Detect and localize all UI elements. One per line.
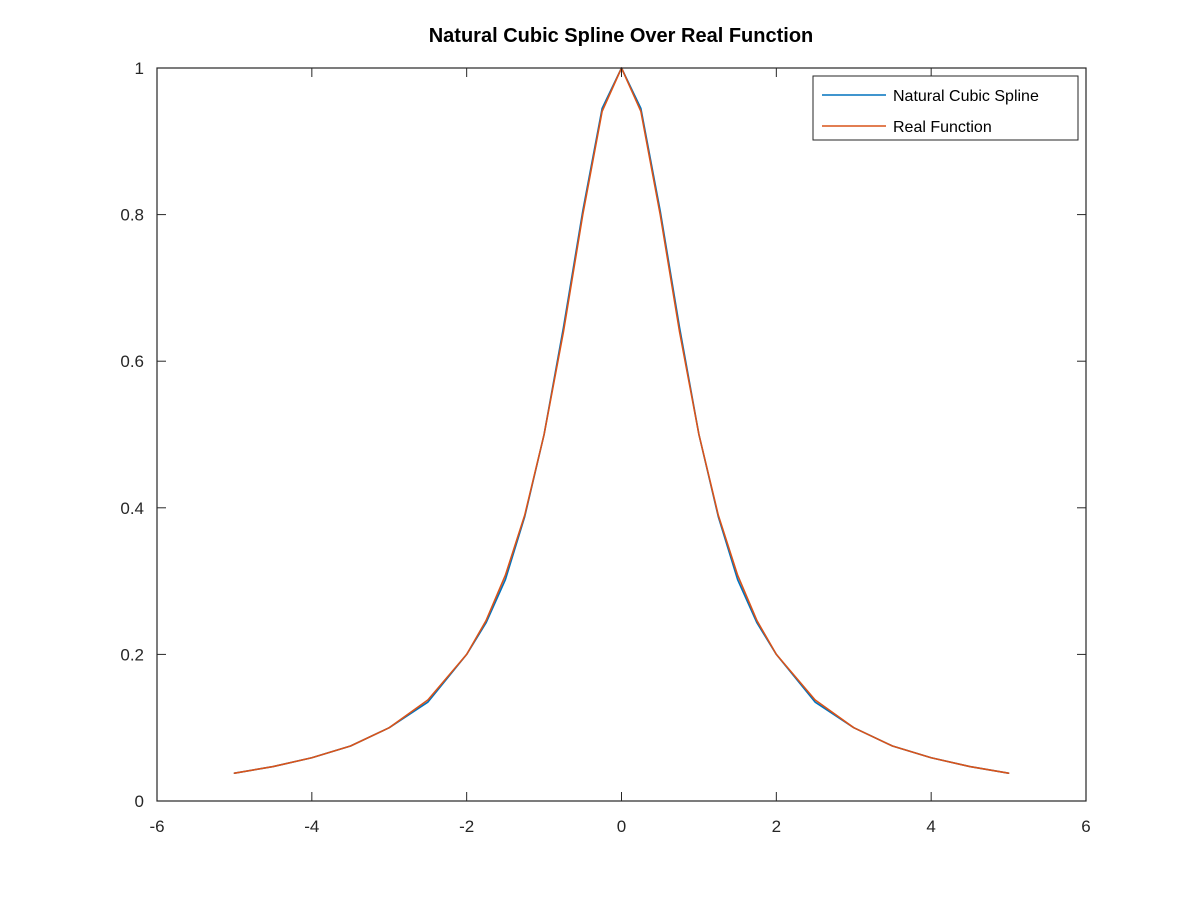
y-tick-label: 0.6 [120,352,144,371]
x-tick-label: -2 [459,817,474,836]
x-tick-label: -6 [149,817,164,836]
y-tick-label: 0.4 [120,499,144,518]
legend-label: Real Function [893,119,992,136]
axes-box [156,67,1087,802]
x-tick-label: -4 [304,817,319,836]
x-tick-label: 0 [617,817,626,836]
y-tick-label: 1 [135,59,144,78]
x-tick-label: 2 [772,817,781,836]
x-tick-label: 6 [1081,817,1090,836]
legend: Natural Cubic Spline Real Function [812,75,1079,141]
y-tick-label: 0.8 [120,206,144,225]
legend-label: Natural Cubic Spline [893,88,1039,105]
chart-title: Natural Cubic Spline Over Real Function [429,25,814,47]
y-tick-label: 0 [135,792,144,811]
y-tick-label: 0.2 [120,645,144,664]
x-tick-label: 4 [926,817,935,836]
plot-area [157,68,1086,801]
legend-box [812,75,1079,141]
